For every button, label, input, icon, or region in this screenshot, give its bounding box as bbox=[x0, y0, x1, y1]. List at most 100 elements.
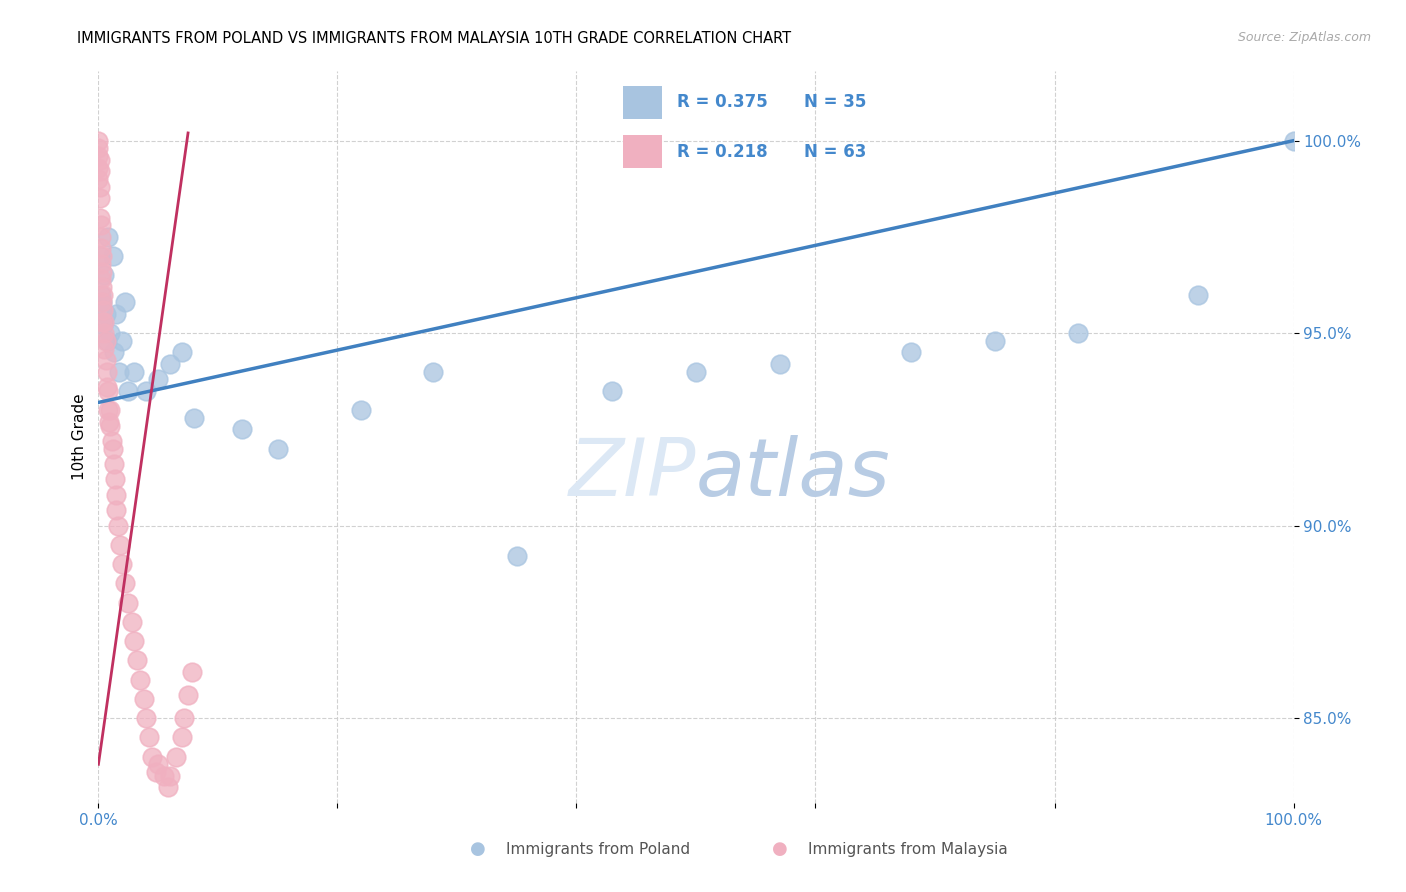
Text: Immigrants from Poland: Immigrants from Poland bbox=[506, 842, 690, 856]
Point bbox=[148, 372, 170, 386]
Point bbox=[89, 191, 111, 205]
Point bbox=[129, 673, 152, 687]
Point bbox=[183, 410, 205, 425]
Point bbox=[87, 172, 110, 186]
Point bbox=[984, 334, 1007, 348]
Point bbox=[91, 264, 114, 278]
Point bbox=[89, 153, 111, 167]
Point bbox=[141, 749, 163, 764]
Point bbox=[422, 365, 444, 379]
Point bbox=[87, 161, 110, 175]
Point bbox=[117, 596, 139, 610]
Point bbox=[159, 357, 181, 371]
Point bbox=[145, 764, 167, 779]
Point bbox=[98, 415, 121, 429]
Point bbox=[156, 780, 179, 795]
Text: ●: ● bbox=[470, 840, 486, 858]
Point bbox=[125, 653, 148, 667]
Point bbox=[768, 357, 790, 371]
Point bbox=[104, 472, 127, 486]
Point bbox=[267, 442, 290, 456]
Bar bbox=[623, 87, 662, 119]
Point bbox=[89, 249, 111, 263]
Point bbox=[98, 326, 122, 340]
Point bbox=[685, 365, 707, 379]
Point bbox=[90, 257, 112, 271]
Point bbox=[98, 403, 122, 417]
Point bbox=[96, 365, 118, 379]
Point bbox=[91, 287, 114, 301]
Point bbox=[90, 272, 112, 286]
Point bbox=[91, 295, 114, 310]
Text: Immigrants from Malaysia: Immigrants from Malaysia bbox=[808, 842, 1008, 856]
Point bbox=[1187, 287, 1209, 301]
Point bbox=[89, 164, 111, 178]
Point bbox=[231, 422, 253, 436]
Point bbox=[90, 287, 112, 301]
Point bbox=[180, 665, 202, 679]
Point bbox=[93, 326, 115, 340]
Point bbox=[135, 711, 157, 725]
Point bbox=[114, 295, 136, 310]
Point bbox=[165, 749, 187, 764]
Text: IMMIGRANTS FROM POLAND VS IMMIGRANTS FROM MALAYSIA 10TH GRADE CORRELATION CHART: IMMIGRANTS FROM POLAND VS IMMIGRANTS FRO… bbox=[77, 31, 792, 46]
Point bbox=[100, 434, 122, 448]
Point bbox=[91, 303, 114, 318]
Point bbox=[87, 141, 110, 155]
Point bbox=[105, 503, 128, 517]
Point bbox=[91, 280, 114, 294]
Bar bbox=[623, 136, 662, 168]
Point bbox=[1282, 134, 1305, 148]
Point bbox=[172, 731, 194, 745]
Point bbox=[173, 711, 195, 725]
Point bbox=[91, 318, 114, 333]
Point bbox=[124, 634, 146, 648]
Point bbox=[602, 384, 624, 398]
Point bbox=[94, 307, 117, 321]
Text: R = 0.218: R = 0.218 bbox=[676, 143, 768, 161]
Text: N = 35: N = 35 bbox=[804, 94, 866, 112]
Point bbox=[87, 149, 110, 163]
Point bbox=[107, 518, 129, 533]
Point bbox=[97, 384, 120, 398]
Point bbox=[1067, 326, 1090, 340]
Text: Source: ZipAtlas.com: Source: ZipAtlas.com bbox=[1237, 31, 1371, 45]
Point bbox=[87, 134, 110, 148]
Point bbox=[89, 211, 111, 225]
Point bbox=[153, 769, 176, 783]
Point bbox=[93, 268, 115, 283]
Text: ●: ● bbox=[772, 840, 789, 858]
Point bbox=[506, 549, 529, 564]
Point bbox=[177, 688, 200, 702]
Point bbox=[107, 365, 129, 379]
Point bbox=[96, 380, 118, 394]
Point bbox=[94, 334, 117, 348]
Point bbox=[101, 442, 124, 456]
Point bbox=[111, 334, 134, 348]
Point bbox=[97, 230, 120, 244]
Point bbox=[94, 353, 117, 368]
Point bbox=[114, 576, 136, 591]
Point bbox=[132, 691, 155, 706]
Point bbox=[91, 249, 114, 263]
Point bbox=[97, 403, 120, 417]
Point bbox=[159, 769, 181, 783]
Point bbox=[900, 345, 922, 359]
Point bbox=[105, 307, 128, 321]
Point bbox=[103, 457, 125, 471]
Point bbox=[91, 295, 114, 310]
Y-axis label: 10th Grade: 10th Grade bbox=[72, 393, 87, 481]
Point bbox=[89, 179, 111, 194]
Point bbox=[103, 345, 125, 359]
Point bbox=[138, 731, 160, 745]
Point bbox=[93, 342, 115, 356]
Text: R = 0.375: R = 0.375 bbox=[676, 94, 768, 112]
Text: ZIP: ZIP bbox=[568, 434, 696, 513]
Point bbox=[91, 315, 114, 329]
Point bbox=[121, 615, 143, 629]
Point bbox=[101, 249, 124, 263]
Point bbox=[98, 418, 122, 433]
Text: N = 63: N = 63 bbox=[804, 143, 866, 161]
Point bbox=[124, 365, 146, 379]
Point bbox=[172, 345, 194, 359]
